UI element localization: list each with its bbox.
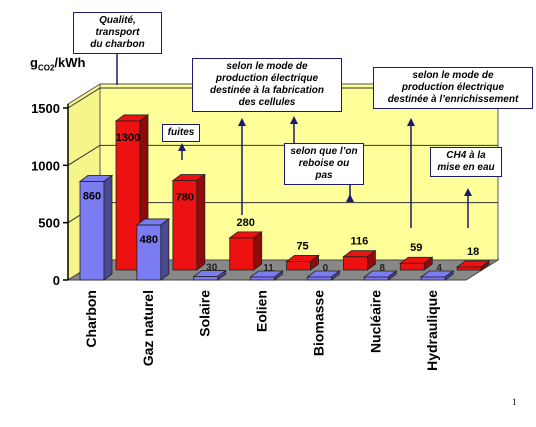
x-tick-label: Eolien (254, 290, 270, 332)
bar-side (444, 270, 454, 281)
bar-value-label: 116 (351, 236, 369, 248)
annotation-ch4: CH4 à la mise en eau (430, 147, 502, 177)
arrow-head (290, 116, 298, 124)
bar (172, 180, 198, 271)
bar-side (196, 173, 206, 271)
bar-value-label: 59 (410, 242, 422, 254)
page-number: 1 (512, 397, 517, 407)
bar-value-label: 0 (323, 263, 329, 274)
x-tick-label: Charbon (83, 290, 99, 348)
annotation-fuites: fuites (162, 124, 200, 142)
x-tick-label: Biomasse (310, 290, 326, 356)
bar-side (253, 231, 263, 271)
bar-value-label: 1300 (116, 132, 140, 144)
x-tick-label: Solaire (197, 290, 213, 337)
bar-side (274, 270, 283, 281)
x-tick-label: Gaz naturel (140, 290, 156, 366)
y-tick-label: 1500 (31, 101, 60, 116)
bar-value-label: 18 (467, 246, 479, 258)
bar (115, 120, 141, 271)
bar-value-label: 8 (380, 263, 386, 274)
bar-value-label: 480 (140, 234, 158, 246)
bar (229, 237, 255, 271)
bar (420, 276, 446, 281)
bar (363, 276, 389, 281)
bar-side (423, 256, 433, 271)
bar-value-label: 280 (237, 217, 255, 229)
y-tick-label: 500 (38, 216, 60, 231)
annotation-reboise: selon que l’on reboise ou pas (284, 143, 364, 185)
arrow-head (407, 118, 415, 126)
bar-value-label: 860 (83, 190, 101, 202)
bar (79, 180, 105, 281)
bar-side (367, 249, 376, 271)
bar-side (480, 260, 490, 271)
bar (343, 256, 368, 271)
annotation-charbon: Qualité, transport du charbon (73, 12, 162, 54)
bar-value-label: 780 (176, 192, 194, 204)
bar (193, 276, 219, 281)
bar-value-label: 11 (263, 263, 274, 274)
bar-side (103, 174, 113, 281)
annotation-enrichissement: selon le mode de production électrique des… (373, 67, 533, 109)
arrow-head (346, 194, 354, 202)
bar (286, 260, 311, 271)
bar (399, 262, 425, 271)
annotation-cellules: selon le mode de production électrique des… (192, 58, 342, 112)
bar-side (331, 270, 340, 281)
bar-side (387, 270, 397, 281)
bar-side (310, 254, 319, 271)
arrow-head (178, 143, 186, 151)
bar-side (217, 269, 227, 281)
arrow-head (238, 118, 246, 126)
gridline (67, 144, 498, 166)
bar-value-label: 4 (436, 263, 442, 274)
bar (250, 276, 275, 281)
bar-value-label: 75 (296, 240, 308, 252)
bar-side (160, 218, 170, 281)
y-tick-label: 1000 (31, 158, 60, 173)
bar-value-label: 30 (206, 263, 218, 274)
bar (456, 266, 482, 271)
gridline (67, 87, 498, 109)
arrow-head (464, 188, 472, 196)
bar (307, 276, 332, 281)
x-tick-label: Nucléaire (367, 290, 383, 353)
x-tick-label: Hydraulique (424, 290, 440, 371)
bar (136, 224, 162, 281)
y-axis-label: gCO2/kWh (30, 55, 86, 73)
y-tick-label: 0 (53, 273, 60, 288)
